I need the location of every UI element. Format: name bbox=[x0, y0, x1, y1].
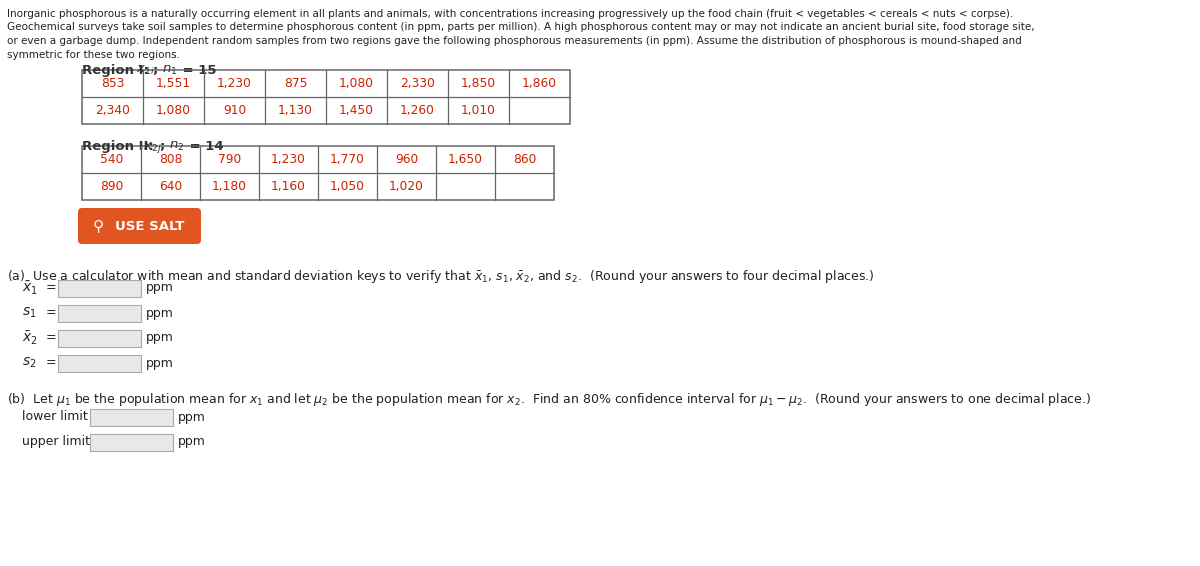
Text: $n_2$: $n_2$ bbox=[169, 140, 185, 153]
FancyBboxPatch shape bbox=[78, 208, 202, 244]
Text: 1,130: 1,130 bbox=[278, 104, 313, 117]
Text: 1,080: 1,080 bbox=[156, 104, 191, 117]
Text: upper limit: upper limit bbox=[22, 435, 90, 448]
Text: = 14: = 14 bbox=[185, 140, 223, 153]
Text: 1,050: 1,050 bbox=[330, 180, 365, 193]
Bar bbox=[58, 280, 142, 297]
Text: $x_{1i}$: $x_{1i}$ bbox=[136, 64, 155, 77]
Bar bbox=[58, 305, 142, 321]
Text: 1,850: 1,850 bbox=[461, 77, 496, 90]
Bar bbox=[82, 146, 554, 200]
Text: $\bar{x}_1$: $\bar{x}_1$ bbox=[22, 280, 38, 297]
Text: (a)  Use a calculator with mean and standard deviation keys to verify that $\bar: (a) Use a calculator with mean and stand… bbox=[7, 268, 875, 285]
Text: 1,180: 1,180 bbox=[212, 180, 247, 193]
Text: 1,260: 1,260 bbox=[400, 104, 434, 117]
Text: 2,330: 2,330 bbox=[400, 77, 434, 90]
Text: =: = bbox=[46, 281, 56, 294]
Text: ppm: ppm bbox=[146, 332, 174, 345]
Text: $n_1$: $n_1$ bbox=[162, 64, 178, 77]
Text: (b)  Let $\mu_1$ be the population mean for $x_1$ and let $\mu_2$ be the populat: (b) Let $\mu_1$ be the population mean f… bbox=[7, 391, 1091, 408]
Text: Geochemical surveys take soil samples to determine phosphorous content (in ppm, : Geochemical surveys take soil samples to… bbox=[7, 23, 1034, 32]
Text: 790: 790 bbox=[218, 153, 241, 166]
Text: $s_2$: $s_2$ bbox=[22, 356, 36, 370]
Text: 960: 960 bbox=[395, 153, 418, 166]
Text: =: = bbox=[46, 357, 56, 370]
Text: ppm: ppm bbox=[146, 281, 174, 294]
Text: lower limit: lower limit bbox=[22, 410, 88, 423]
Text: 1,860: 1,860 bbox=[522, 77, 557, 90]
Text: ppm: ppm bbox=[146, 307, 174, 319]
Text: ppm: ppm bbox=[146, 357, 174, 370]
Bar bbox=[90, 434, 173, 451]
Text: 640: 640 bbox=[158, 180, 182, 193]
Text: 875: 875 bbox=[283, 77, 307, 90]
Text: ;: ; bbox=[154, 64, 163, 77]
Text: 910: 910 bbox=[223, 104, 246, 117]
Text: 860: 860 bbox=[512, 153, 536, 166]
Text: ;: ; bbox=[160, 140, 170, 153]
Text: =: = bbox=[46, 332, 56, 345]
Text: $s_1$: $s_1$ bbox=[22, 306, 36, 320]
Text: USE SALT: USE SALT bbox=[115, 220, 184, 233]
Text: Region II:: Region II: bbox=[82, 140, 158, 153]
Bar bbox=[58, 329, 142, 346]
Text: 540: 540 bbox=[100, 153, 124, 166]
Text: =: = bbox=[46, 307, 56, 319]
Text: 1,551: 1,551 bbox=[156, 77, 191, 90]
Text: symmetric for these two regions.: symmetric for these two regions. bbox=[7, 49, 180, 59]
Text: 1,450: 1,450 bbox=[340, 104, 374, 117]
Text: 1,020: 1,020 bbox=[389, 180, 424, 193]
Text: 1,230: 1,230 bbox=[217, 77, 252, 90]
Bar bbox=[90, 409, 173, 426]
Text: ppm: ppm bbox=[178, 435, 206, 448]
Text: 1,010: 1,010 bbox=[461, 104, 496, 117]
Text: 853: 853 bbox=[101, 77, 125, 90]
Text: 1,650: 1,650 bbox=[448, 153, 482, 166]
Text: $x_{2j}$: $x_{2j}$ bbox=[143, 140, 162, 155]
Text: $\bar{x}_2$: $\bar{x}_2$ bbox=[22, 329, 38, 346]
Text: 1,230: 1,230 bbox=[271, 153, 306, 166]
Bar bbox=[58, 354, 142, 371]
Text: Region I:: Region I: bbox=[82, 64, 154, 77]
Text: ppm: ppm bbox=[178, 410, 206, 423]
Text: 808: 808 bbox=[158, 153, 182, 166]
Text: = 15: = 15 bbox=[178, 64, 216, 77]
Text: or even a garbage dump. Independent random samples from two regions gave the fol: or even a garbage dump. Independent rand… bbox=[7, 36, 1021, 46]
Text: 1,160: 1,160 bbox=[271, 180, 306, 193]
Text: 890: 890 bbox=[100, 180, 124, 193]
Text: 2,340: 2,340 bbox=[95, 104, 130, 117]
Text: ⚲: ⚲ bbox=[92, 218, 103, 234]
Text: 1,770: 1,770 bbox=[330, 153, 365, 166]
Text: 1,080: 1,080 bbox=[340, 77, 374, 90]
Text: Inorganic phosphorous is a naturally occurring element in all plants and animals: Inorganic phosphorous is a naturally occ… bbox=[7, 9, 1013, 19]
Bar bbox=[82, 70, 570, 124]
